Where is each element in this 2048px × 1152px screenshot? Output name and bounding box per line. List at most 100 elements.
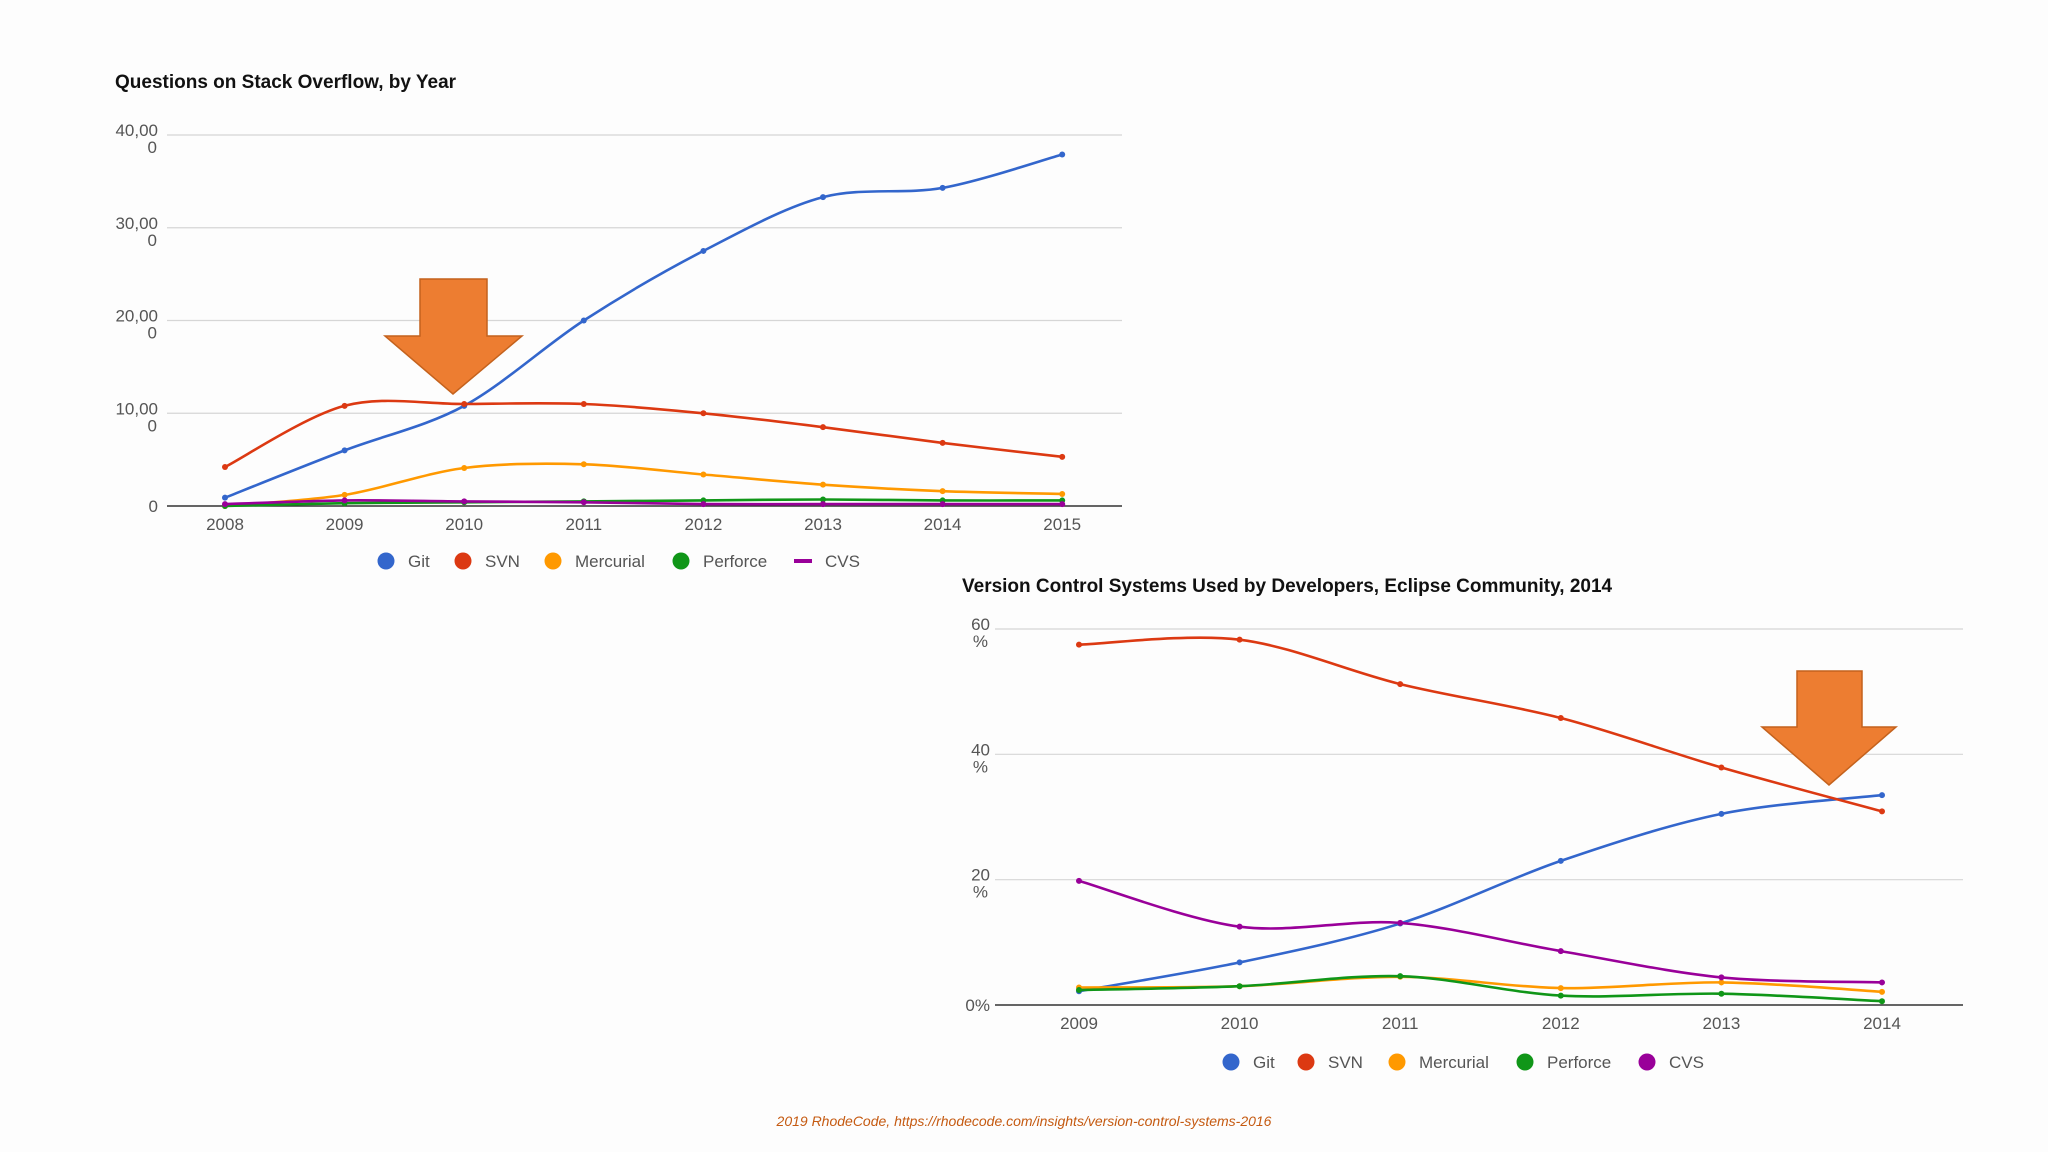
legend-dot-marker [1388, 1053, 1406, 1071]
data-point [461, 400, 468, 407]
data-point [580, 461, 587, 468]
legend-item-svn[interactable]: SVN [454, 552, 520, 571]
data-point [1076, 877, 1082, 884]
y-tick-label-cont: 0 [148, 138, 157, 157]
legend-item-svn[interactable]: SVN [1297, 1053, 1363, 1072]
legend-item-mercurial[interactable]: Mercurial [1388, 1053, 1489, 1072]
data-point [820, 424, 826, 431]
data-point [1236, 923, 1243, 930]
data-point [700, 247, 707, 254]
legend-dot-marker [377, 552, 395, 570]
legend-dot-marker [672, 552, 690, 570]
data-point [222, 494, 228, 501]
series-line [223, 498, 1064, 508]
x-tick-label: 2013 [1702, 1014, 1740, 1033]
data-point [1879, 808, 1885, 815]
data-point [820, 481, 826, 488]
data-point [1718, 764, 1725, 771]
legend-item-perforce[interactable]: Perforce [672, 552, 768, 571]
legend-label: CVS [1669, 1053, 1704, 1072]
data-point [1059, 151, 1066, 158]
data-point [1718, 990, 1725, 997]
legend-label: Mercurial [575, 552, 645, 571]
legend-item-mercurial[interactable]: Mercurial [544, 552, 645, 571]
data-point [1397, 973, 1404, 980]
data-point [820, 496, 826, 503]
legend-dot-marker [1638, 1053, 1656, 1071]
data-point [580, 317, 587, 324]
data-point [1059, 453, 1066, 460]
y-tick-label-cont: 0 [148, 324, 157, 343]
chart-title: Version Control Systems Used by Develope… [962, 576, 1613, 597]
data-point [700, 410, 707, 417]
legend-dot-marker [544, 552, 562, 570]
series-cvs [222, 497, 1066, 508]
series-perforce [1076, 973, 1885, 1005]
y-tick-label: 60 [971, 615, 990, 634]
legend-label: Perforce [703, 552, 767, 571]
data-point [820, 501, 826, 508]
data-point [341, 497, 348, 504]
data-point [1718, 979, 1725, 986]
data-point [700, 501, 707, 508]
data-point [700, 471, 707, 478]
series-line [223, 153, 1064, 499]
data-point [1879, 979, 1885, 986]
legend-label: Mercurial [1419, 1053, 1489, 1072]
legend-dot-marker [1297, 1053, 1315, 1071]
data-point [341, 447, 348, 454]
y-tick-label-cont: % [973, 757, 988, 776]
data-point [1557, 948, 1564, 955]
data-point [1059, 501, 1066, 508]
legend-line-marker [794, 559, 812, 563]
legend-label: Git [1253, 1053, 1275, 1072]
data-point [341, 491, 348, 498]
series-git [222, 151, 1066, 501]
x-tick-label: 2012 [1542, 1014, 1580, 1033]
series-cvs [1076, 877, 1885, 986]
data-point [1718, 810, 1725, 817]
data-point [939, 501, 946, 508]
data-point [1718, 974, 1725, 981]
legend-item-perforce[interactable]: Perforce [1516, 1053, 1612, 1072]
y-tick-label-cont: 0 [148, 416, 157, 435]
legend-item-cvs[interactable]: CVS [794, 552, 860, 571]
legend-item-cvs[interactable]: CVS [1638, 1053, 1704, 1072]
y-tick-label-cont: 0 [148, 231, 157, 250]
data-point [1236, 636, 1243, 643]
legend-item-git[interactable]: Git [1222, 1053, 1276, 1072]
data-point [1076, 986, 1082, 993]
data-point [580, 400, 587, 407]
x-tick-label: 2008 [206, 515, 244, 534]
data-point [1557, 985, 1564, 992]
y-tick-label: 30,00 [115, 214, 158, 233]
x-tick-label: 2014 [924, 515, 962, 534]
x-tick-label: 2010 [445, 515, 483, 534]
data-point [1236, 959, 1243, 966]
data-point [1397, 681, 1404, 688]
legend-item-git[interactable]: Git [377, 552, 431, 571]
legend-label: SVN [485, 552, 520, 571]
data-point [1059, 490, 1066, 497]
x-tick-label: 2014 [1863, 1014, 1901, 1033]
data-point [341, 402, 348, 409]
down-arrow-annotation [1759, 670, 1899, 786]
data-point [1557, 714, 1564, 721]
y-tick-label: 0% [965, 996, 990, 1015]
legend-label: CVS [825, 552, 860, 571]
data-point [222, 501, 228, 508]
x-tick-label: 2010 [1221, 1014, 1259, 1033]
series-line [1077, 879, 1884, 984]
legend-dot-marker [1516, 1053, 1534, 1071]
data-point [1879, 998, 1885, 1005]
y-tick-label-cont: % [973, 883, 988, 902]
stack-overflow-questions-chart: Questions on Stack Overflow, by Year 200… [115, 72, 1122, 571]
data-point [1236, 983, 1243, 990]
y-tick-label: 20,00 [115, 307, 158, 326]
legend-label: SVN [1328, 1053, 1363, 1072]
y-tick-label-cont: % [973, 632, 988, 651]
data-point [1879, 792, 1885, 799]
data-point [580, 499, 587, 506]
series-svn [222, 399, 1066, 471]
